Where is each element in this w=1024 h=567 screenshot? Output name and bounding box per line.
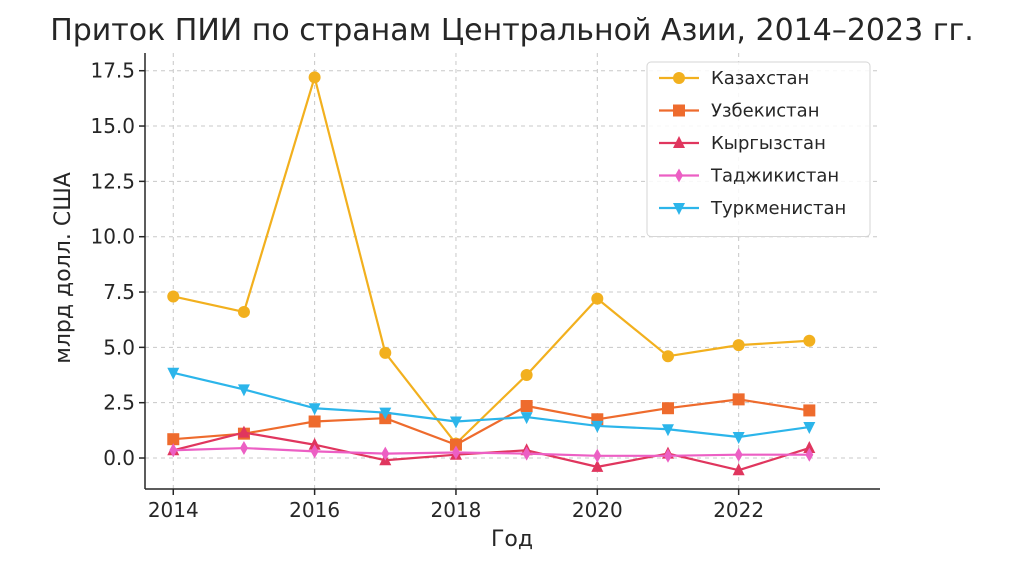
- x-tick-label: 2018: [431, 498, 482, 522]
- data-point: [663, 448, 672, 463]
- data-point: [803, 422, 816, 435]
- data-point: [593, 448, 602, 463]
- data-point: [803, 334, 816, 347]
- y-axis-label: млрд долл. США: [51, 172, 76, 364]
- data-point: [308, 403, 321, 416]
- series-line: [173, 446, 810, 457]
- y-tick-label: 17.5: [90, 59, 135, 83]
- legend-marker: [673, 203, 685, 215]
- data-point: [310, 444, 319, 459]
- data-point: [805, 447, 814, 462]
- data-point: [167, 367, 180, 380]
- y-tick-label: 10.0: [90, 225, 135, 249]
- legend-label: Кыргызстан: [711, 133, 826, 154]
- series-line: [173, 398, 810, 446]
- x-tick-label: 2014: [148, 498, 199, 522]
- legend: Казахстан Узбекистан Кыргызстан Таджикистан…: [646, 61, 871, 237]
- data-point: [379, 346, 392, 359]
- data-point: [591, 459, 604, 472]
- legend-marker: [675, 168, 683, 183]
- data-point: [520, 369, 533, 382]
- y-tick-label: 0.0: [103, 446, 135, 470]
- y-tick-label: 2.5: [103, 391, 135, 415]
- data-point: [308, 415, 321, 428]
- legend-label: Казахстан: [711, 68, 809, 89]
- data-point: [732, 393, 745, 406]
- data-point: [308, 71, 321, 84]
- series-line: [173, 76, 810, 445]
- legend-item: Таджикистан: [659, 166, 839, 187]
- legend-label: Узбекистан: [711, 101, 819, 122]
- tick-layer: 0.0 2.5 5.0 7.5 10.0 12.5 15.0 17.5 2014 2016 2018…: [90, 59, 764, 522]
- series-line: [173, 371, 810, 439]
- legend-item: Узбекистан: [659, 101, 819, 122]
- data-point: [734, 447, 743, 462]
- data-point: [237, 384, 250, 397]
- data-point: [591, 292, 604, 305]
- legend-marker: [673, 104, 685, 117]
- chart-title: Приток ПИИ по странам Центральной Азии, …: [50, 13, 974, 48]
- data-point: [449, 416, 462, 429]
- data-point: [379, 407, 392, 420]
- data-point: [591, 420, 604, 433]
- series-layer: [167, 71, 816, 476]
- x-tick-label: 2020: [572, 498, 623, 522]
- series-3: [167, 425, 816, 476]
- x-tick-label: 2022: [713, 498, 764, 522]
- data-point: [520, 400, 533, 413]
- x-tick-label: 2016: [289, 498, 340, 522]
- legend-marker: [673, 72, 685, 84]
- legend-item: Кыргызстан: [659, 133, 826, 154]
- legend-marker: [673, 136, 685, 148]
- data-point: [237, 305, 250, 318]
- data-point: [169, 443, 178, 458]
- data-point: [732, 339, 745, 352]
- data-point: [732, 431, 745, 444]
- legend-item: Казахстан: [659, 68, 809, 89]
- data-point: [449, 438, 462, 451]
- y-tick-label: 5.0: [103, 335, 135, 359]
- data-point: [237, 425, 250, 438]
- y-tick-label: 12.5: [90, 169, 135, 193]
- data-point: [520, 412, 533, 425]
- legend-label: Таджикистан: [710, 166, 839, 187]
- data-point: [803, 441, 816, 454]
- data-point: [381, 446, 390, 461]
- y-tick-label: 15.0: [90, 114, 135, 138]
- data-point: [167, 433, 180, 446]
- data-point: [803, 404, 816, 417]
- legend-label: Туркменистан: [710, 198, 846, 219]
- data-point: [732, 463, 745, 476]
- data-point: [661, 402, 674, 415]
- data-point: [661, 350, 674, 363]
- series-2: [167, 393, 816, 451]
- data-point: [308, 437, 321, 450]
- data-point: [451, 445, 460, 460]
- legend-item: Туркменистан: [659, 198, 846, 219]
- series-line: [173, 431, 810, 472]
- series-4: [169, 441, 814, 463]
- y-tick-label: 7.5: [103, 280, 135, 304]
- x-axis-label: Год: [491, 527, 533, 552]
- data-point: [522, 446, 531, 461]
- data-point: [239, 441, 248, 456]
- data-point: [661, 424, 674, 437]
- series-5: [167, 367, 816, 444]
- data-point: [167, 290, 180, 303]
- legend-box: [646, 61, 871, 237]
